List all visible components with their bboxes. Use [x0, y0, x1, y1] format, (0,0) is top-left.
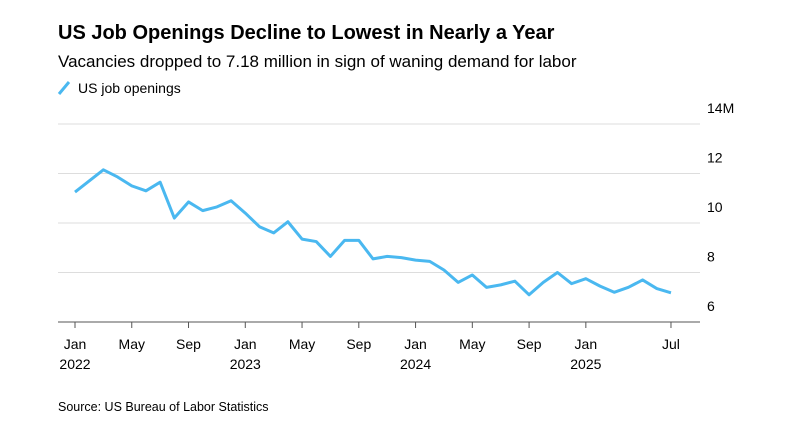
x-tick-label: May	[459, 336, 485, 352]
x-tick-label: Jan 2024	[400, 336, 431, 372]
chart-subtitle: Vacancies dropped to 7.18 million in sig…	[58, 52, 577, 71]
y-tick-label: 12	[707, 150, 723, 166]
y-tick-label: 14M	[707, 100, 734, 116]
x-tick-label: May	[289, 336, 315, 352]
x-tick-label: May	[119, 336, 145, 352]
x-tick-label: Sep	[346, 336, 371, 352]
x-tick-label: Jan 2025	[570, 336, 601, 372]
y-tick-label: 8	[707, 249, 715, 265]
legend-swatch	[57, 81, 71, 95]
source: Source: US Bureau of Labor Statistics	[58, 400, 269, 414]
legend-label: US job openings	[78, 80, 181, 96]
x-tick-label: Jul	[662, 336, 680, 352]
data-line	[74, 168, 672, 297]
y-tick-label: 6	[707, 298, 715, 314]
x-tick-label: Sep	[176, 336, 201, 352]
x-tick-label: Sep	[517, 336, 542, 352]
x-tick-label: Jan 2023	[230, 336, 261, 372]
x-tick-label: Jan 2022	[59, 336, 90, 372]
y-tick-label: 10	[707, 199, 723, 215]
chart-title: US Job Openings Decline to Lowest in Nea…	[58, 22, 555, 44]
